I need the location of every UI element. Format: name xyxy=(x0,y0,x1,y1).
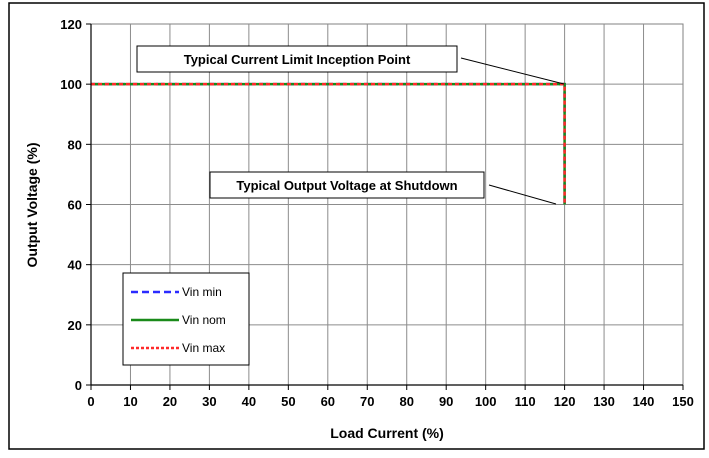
annotation-leader-shutdown xyxy=(488,184,557,205)
y-tick-label: 100 xyxy=(60,77,82,92)
annotation-box-shutdown xyxy=(209,171,485,199)
legend: Vin min Vin nom Vin max xyxy=(122,272,250,366)
x-tick-label: 70 xyxy=(360,394,374,409)
x-tick-label: 100 xyxy=(475,394,497,409)
x-tick-label: 30 xyxy=(202,394,216,409)
y-tick-label: 40 xyxy=(68,258,82,273)
y-axis-label: Output Voltage (%) xyxy=(24,143,40,268)
x-axis-label: Load Current (%) xyxy=(330,425,444,441)
x-tick-label: 90 xyxy=(439,394,453,409)
x-tick-label: 110 xyxy=(515,394,536,409)
annotation-leader-inception xyxy=(460,57,565,85)
annotation-box-inception xyxy=(136,45,458,73)
x-tick-label: 20 xyxy=(163,394,177,409)
x-tick-labels: 0 10 20 30 40 50 60 70 80 90 100 110 120 130 140 150 xyxy=(87,394,693,409)
y-tick-label: 120 xyxy=(60,17,82,32)
x-tick-label: 80 xyxy=(399,394,413,409)
annotations: Typical Current Limit Inception Point Ty… xyxy=(136,45,565,205)
legend-label-vin-max: Vin max xyxy=(182,341,225,355)
legend-label-vin-nom: Vin nom xyxy=(182,313,226,327)
series-lines xyxy=(91,82,566,205)
annotation-text-inception: Typical Current Limit Inception Point xyxy=(184,52,411,67)
x-tick-label: 130 xyxy=(593,394,615,409)
legend-label-vin-min: Vin min xyxy=(182,285,222,299)
series-line-vin-max xyxy=(91,82,566,205)
x-tick-label: 40 xyxy=(242,394,256,409)
y-tick-label: 80 xyxy=(68,137,82,152)
y-tick-label: 60 xyxy=(68,198,82,213)
annotation-text-shutdown: Typical Output Voltage at Shutdown xyxy=(236,178,457,193)
x-tick-label: 120 xyxy=(554,394,576,409)
y-tick-label: 20 xyxy=(68,318,82,333)
y-tick-labels: 0 20 40 60 80 100 120 xyxy=(60,17,82,393)
x-tick-label: 50 xyxy=(281,394,295,409)
y-tick-label: 0 xyxy=(75,378,82,393)
x-tick-label: 0 xyxy=(87,394,94,409)
x-tick-label: 10 xyxy=(123,394,137,409)
x-tick-label: 60 xyxy=(321,394,335,409)
axes xyxy=(86,23,684,390)
x-tick-label: 150 xyxy=(672,394,694,409)
x-tick-label: 140 xyxy=(633,394,655,409)
